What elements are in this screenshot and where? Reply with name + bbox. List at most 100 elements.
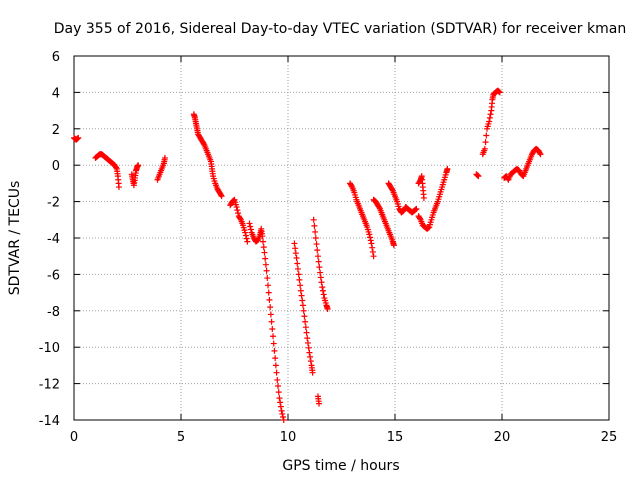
data-point bbox=[279, 410, 286, 417]
y-tick-label: -4 bbox=[47, 232, 60, 247]
data-point bbox=[233, 204, 240, 211]
data-point bbox=[317, 274, 324, 281]
data-point bbox=[367, 237, 374, 244]
y-tick-label: -6 bbox=[47, 268, 60, 283]
data-point bbox=[313, 241, 320, 248]
data-point bbox=[292, 245, 299, 252]
data-point bbox=[259, 233, 266, 240]
data-point bbox=[280, 417, 287, 423]
data-point bbox=[368, 240, 375, 247]
data-point bbox=[299, 297, 306, 304]
data-point bbox=[310, 216, 317, 223]
data-point bbox=[291, 240, 298, 247]
data-point bbox=[369, 248, 376, 255]
data-point bbox=[247, 223, 254, 230]
y-tick-label: 6 bbox=[52, 50, 60, 65]
data-point bbox=[366, 231, 373, 238]
data-point bbox=[295, 271, 302, 278]
data-point bbox=[115, 184, 122, 191]
data-point bbox=[75, 134, 82, 141]
data-point bbox=[302, 324, 309, 331]
data-point bbox=[483, 132, 490, 139]
data-point bbox=[496, 88, 503, 95]
y-tick-label: 4 bbox=[52, 86, 60, 101]
data-point bbox=[537, 151, 544, 158]
data-point bbox=[314, 247, 321, 254]
data-point bbox=[260, 244, 267, 251]
data-point bbox=[420, 194, 427, 201]
y-tick-label: -12 bbox=[39, 378, 60, 393]
data-point bbox=[260, 238, 267, 245]
data-point bbox=[294, 260, 301, 267]
data-point bbox=[319, 284, 326, 291]
data-point bbox=[270, 340, 277, 347]
data-point bbox=[275, 389, 282, 396]
data-point bbox=[135, 162, 142, 169]
data-point bbox=[269, 326, 276, 332]
data-point bbox=[487, 111, 494, 118]
data-point bbox=[309, 369, 316, 376]
data-point bbox=[278, 407, 285, 414]
data-point bbox=[277, 399, 284, 406]
y-tick-label: 2 bbox=[52, 123, 60, 138]
y-axis-label: SDTVAR / TECUs bbox=[7, 181, 23, 296]
data-point bbox=[263, 267, 270, 274]
x-tick-label: 10 bbox=[280, 430, 297, 445]
data-point bbox=[314, 253, 321, 260]
data-point bbox=[272, 362, 279, 369]
data-point bbox=[218, 193, 225, 200]
data-point bbox=[200, 140, 207, 147]
data-point bbox=[444, 165, 451, 172]
data-point bbox=[319, 287, 326, 294]
data-point bbox=[474, 171, 481, 178]
y-tick-label: -14 bbox=[39, 414, 60, 429]
data-point bbox=[268, 318, 275, 325]
data-point bbox=[315, 258, 322, 265]
data-point bbox=[243, 235, 250, 242]
data-point bbox=[267, 311, 274, 318]
y-tick-label: -2 bbox=[47, 196, 60, 211]
data-point bbox=[305, 344, 312, 351]
data-point bbox=[320, 291, 327, 298]
data-point bbox=[348, 182, 355, 189]
data-point bbox=[265, 282, 272, 289]
x-tick-label: 5 bbox=[177, 430, 185, 445]
x-tick-label: 0 bbox=[70, 430, 78, 445]
data-point bbox=[536, 150, 543, 157]
chart-title: Day 355 of 2016, Sidereal Day-to-day VTE… bbox=[54, 21, 626, 37]
data-point bbox=[486, 118, 493, 125]
data-point bbox=[261, 249, 268, 256]
data-point bbox=[301, 313, 308, 320]
data-point bbox=[264, 275, 271, 282]
data-point bbox=[496, 89, 503, 96]
data-point bbox=[274, 376, 281, 383]
data-point bbox=[266, 296, 273, 303]
data-point bbox=[369, 244, 376, 251]
axis-ticks: 0 5 10 15 20 25 -14 -12 -10 -8 -6 -4 -2 0 2 4 6 bbox=[39, 50, 618, 445]
data-point bbox=[376, 204, 383, 211]
data-point bbox=[280, 413, 287, 420]
data-point bbox=[317, 269, 324, 276]
data-point bbox=[74, 135, 81, 142]
data-point bbox=[265, 289, 272, 296]
data-point bbox=[312, 228, 319, 235]
data-point bbox=[413, 205, 420, 212]
data-point bbox=[242, 229, 249, 236]
data-point bbox=[324, 305, 331, 312]
data-point bbox=[311, 222, 318, 229]
data-point bbox=[273, 369, 280, 376]
data-point bbox=[312, 235, 319, 241]
data-point bbox=[297, 282, 304, 289]
data-point bbox=[416, 215, 423, 222]
data-point bbox=[217, 191, 224, 198]
data-point bbox=[307, 353, 314, 360]
data-point bbox=[304, 335, 311, 342]
data-point bbox=[390, 242, 397, 249]
data-point bbox=[262, 255, 269, 262]
y-tick-label: -8 bbox=[47, 305, 60, 320]
data-point bbox=[237, 215, 244, 222]
data-point bbox=[389, 186, 396, 193]
data-point bbox=[482, 139, 489, 146]
data-point bbox=[275, 383, 282, 390]
